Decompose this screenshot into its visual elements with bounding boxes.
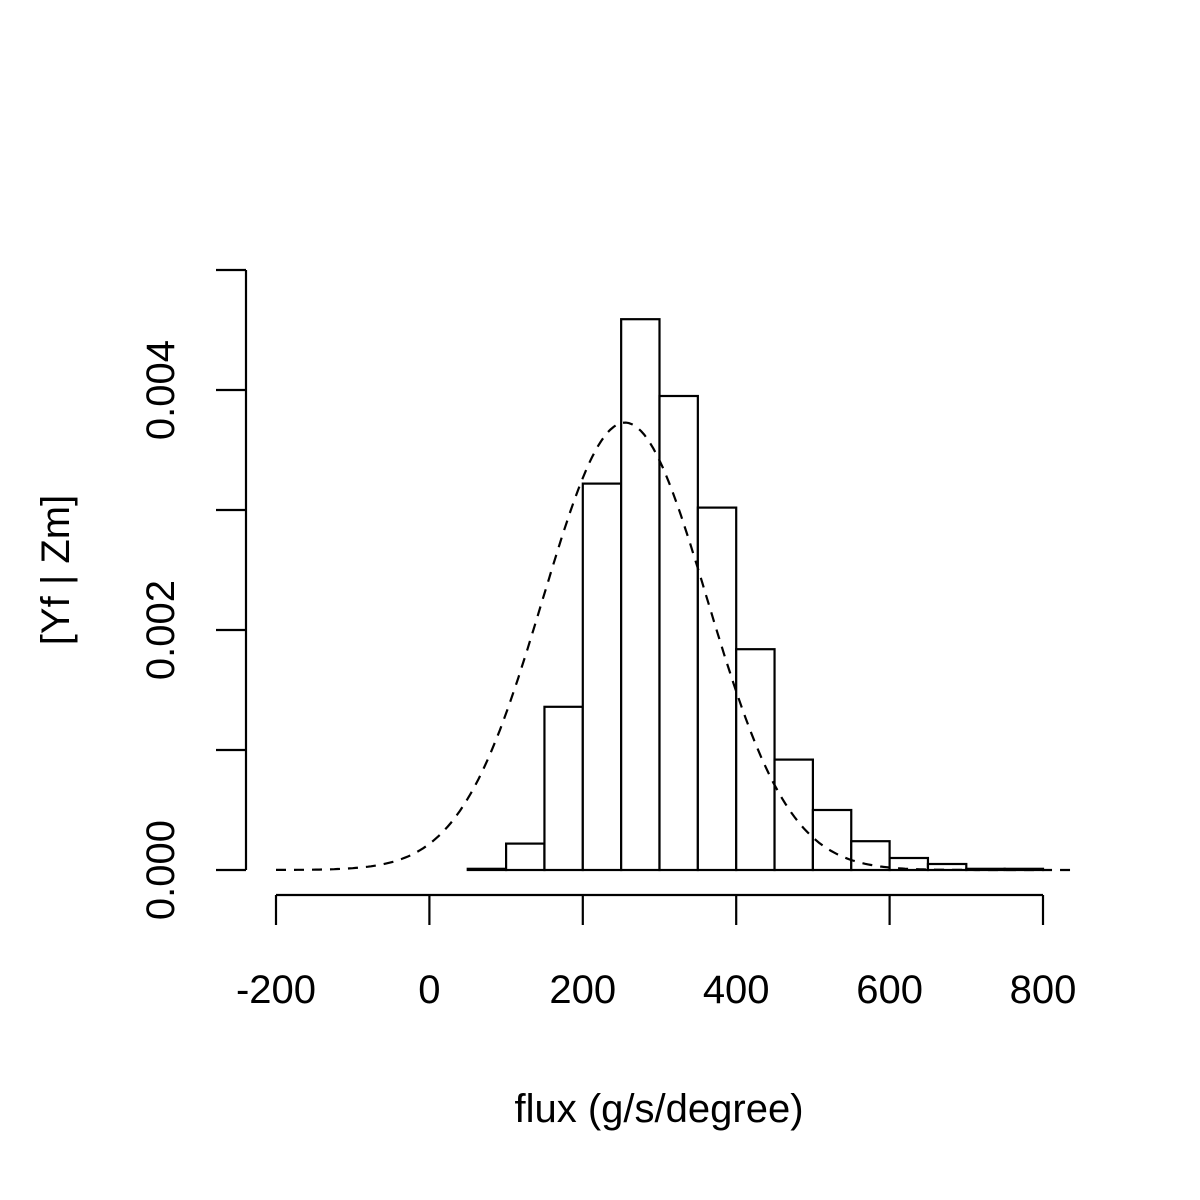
density-curve: [276, 421, 1074, 872]
y-tick-label: 0.004: [139, 340, 183, 440]
histogram-bars: [466, 318, 1045, 872]
histogram-bar-5: [658, 394, 699, 872]
y-axis-title: [Yf | Zm]: [34, 495, 78, 645]
y-tick-label: 0.002: [139, 580, 183, 680]
x-tick-label: -200: [236, 968, 316, 1012]
histogram-bar-7: [735, 648, 776, 872]
y-axis: 0.000 0.002 0.004: [139, 268, 248, 920]
histogram-bar-1: [505, 842, 546, 872]
y-tick-label: 0.000: [139, 820, 183, 920]
x-tick-label: 400: [703, 968, 770, 1012]
x-axis: -200 0 200 400 600 800: [236, 893, 1077, 1012]
x-tick-label: 800: [1010, 968, 1077, 1012]
histogram-bar-9: [811, 808, 853, 872]
histogram-bar-2: [543, 705, 584, 872]
histogram-bar-0: [466, 867, 508, 872]
x-tick-label: 0: [418, 968, 440, 1012]
x-tick-label: 200: [549, 968, 616, 1012]
histogram-bar-3: [581, 482, 623, 872]
histogram-bar-11: [888, 856, 930, 872]
histogram-bar-4: [620, 318, 661, 872]
x-tick-label: 600: [856, 968, 923, 1012]
histogram-bar-8: [773, 758, 814, 872]
x-axis-title: flux (g/s/degree): [514, 1087, 803, 1131]
histogram-bar-6: [696, 506, 738, 872]
histogram-bar-12: [926, 862, 968, 872]
